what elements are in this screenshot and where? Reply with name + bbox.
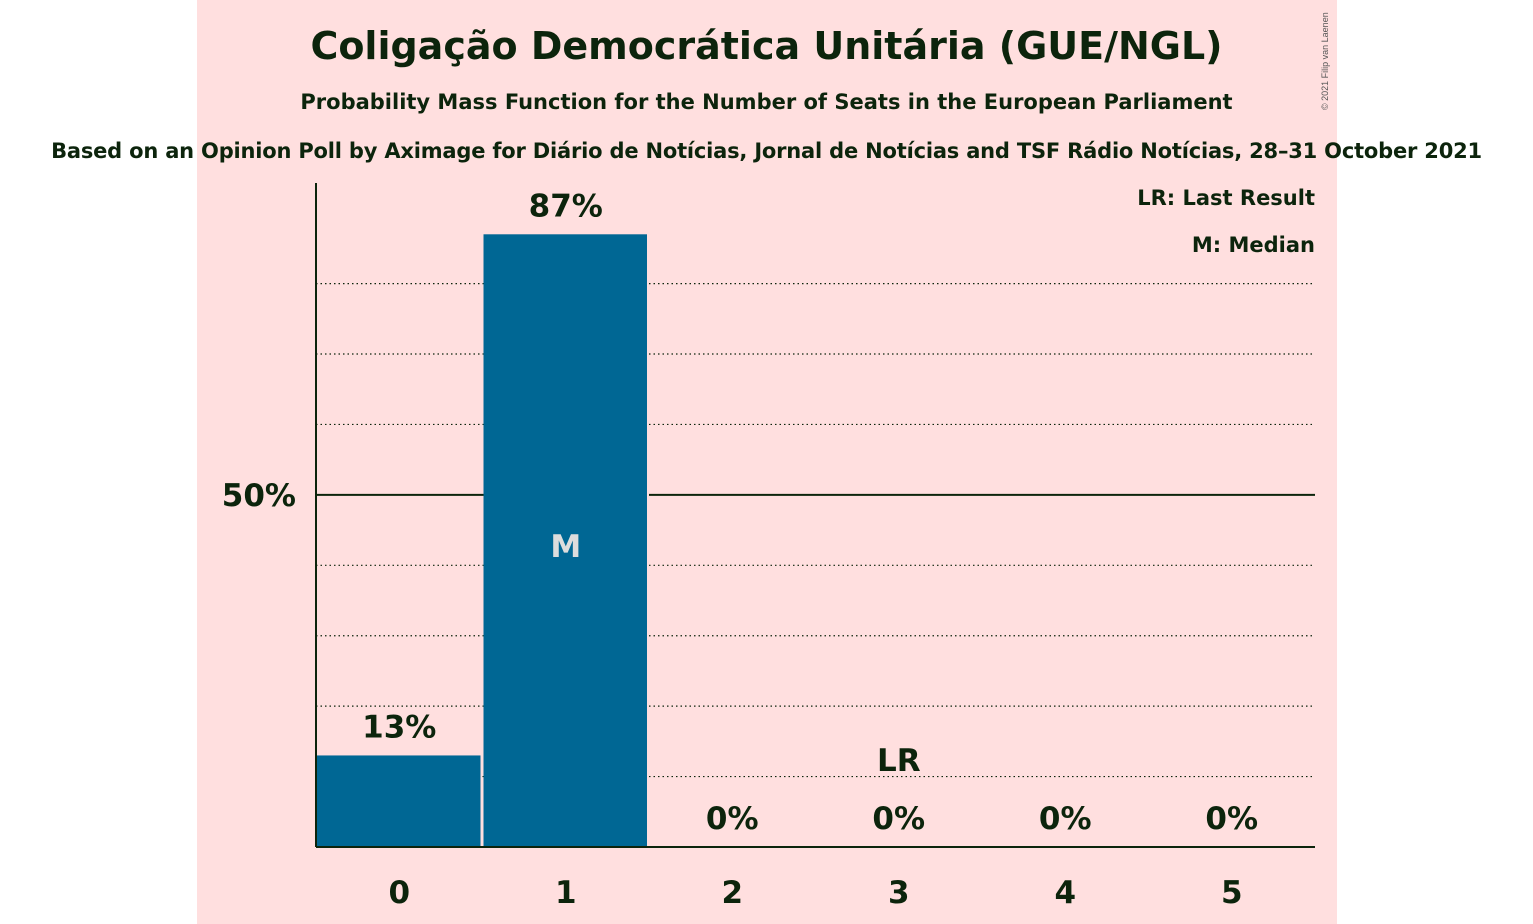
x-tick-label-5: 5 bbox=[1221, 875, 1243, 911]
y-tick-label-50: 50% bbox=[222, 478, 296, 514]
bar-0 bbox=[317, 755, 481, 847]
value-label-5: 0% bbox=[1205, 801, 1258, 837]
legend-median: M: Median bbox=[1191, 233, 1315, 257]
median-marker: M bbox=[550, 529, 581, 565]
x-tick-label-2: 2 bbox=[721, 875, 743, 911]
chart-title: Coligação Democrática Unitária (GUE/NGL) bbox=[310, 24, 1223, 68]
x-tick-label-0: 0 bbox=[388, 875, 410, 911]
x-tick-label-1: 1 bbox=[555, 875, 577, 911]
value-label-0: 13% bbox=[362, 709, 436, 745]
bar-1 bbox=[483, 234, 647, 848]
last-result-marker: LR bbox=[877, 743, 921, 779]
value-label-4: 0% bbox=[1039, 801, 1092, 837]
value-label-1: 87% bbox=[529, 188, 603, 224]
value-label-3: 0% bbox=[872, 801, 925, 837]
value-label-2: 0% bbox=[706, 801, 759, 837]
chart-subtitle: Probability Mass Function for the Number… bbox=[300, 90, 1233, 114]
x-tick-label-3: 3 bbox=[888, 875, 910, 911]
chart-source: Based on an Opinion Poll by Aximage for … bbox=[51, 139, 1482, 163]
legend-last-result: LR: Last Result bbox=[1137, 186, 1315, 210]
x-tick-label-4: 4 bbox=[1054, 875, 1076, 911]
